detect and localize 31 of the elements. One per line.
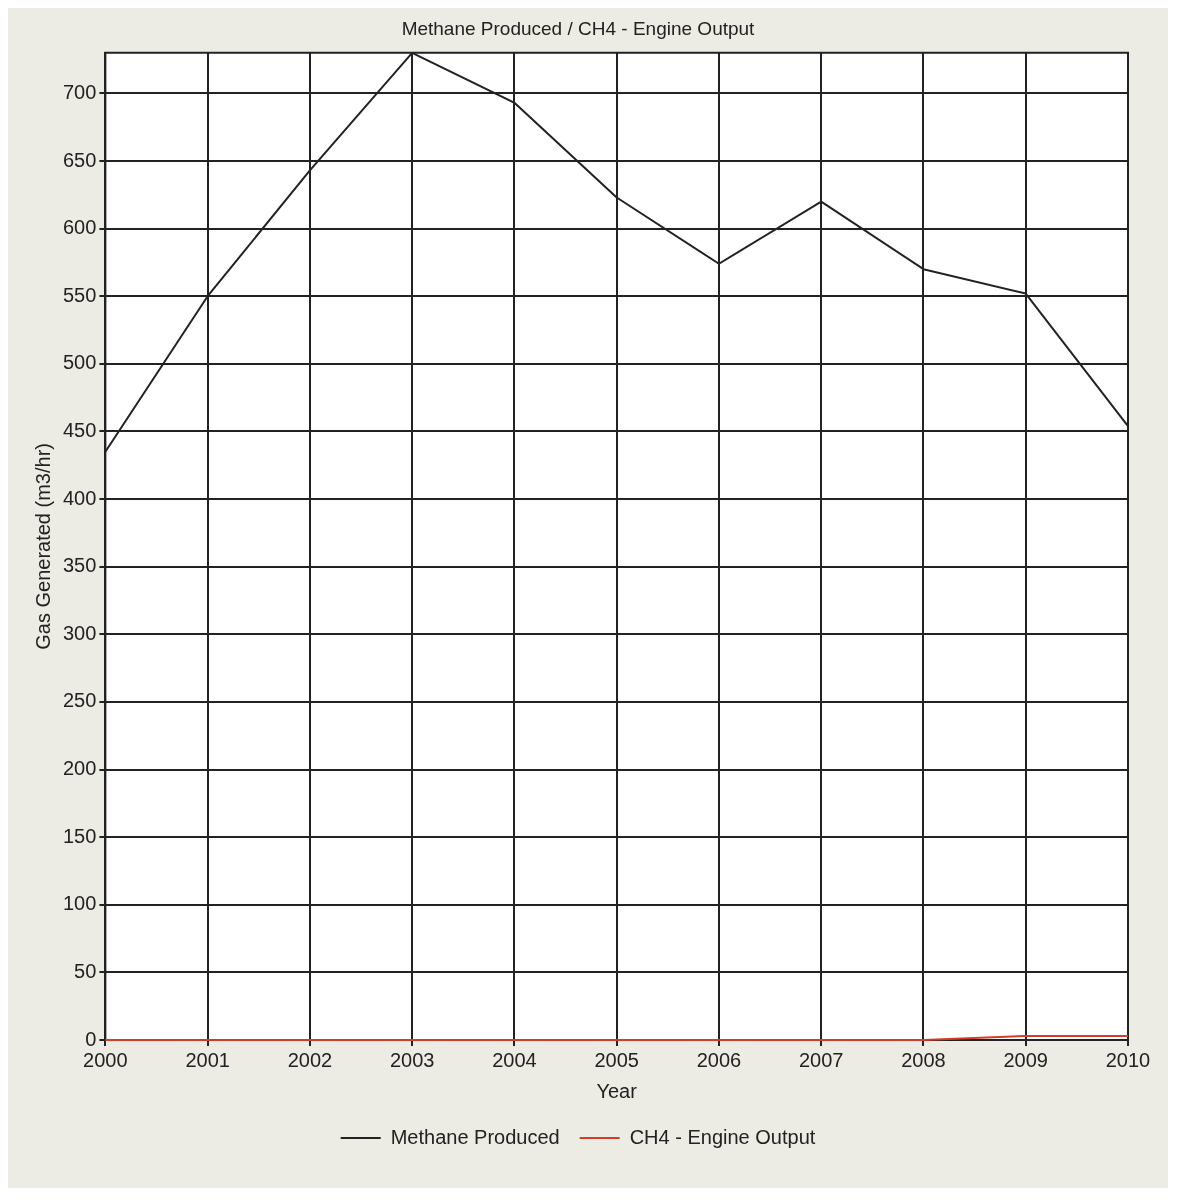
y-tick-label: 500 xyxy=(62,351,97,374)
legend-label: CH4 - Engine Output xyxy=(629,1125,816,1148)
y-tick-label: 550 xyxy=(62,283,97,306)
y-tick-label: 700 xyxy=(62,80,97,103)
x-axis-title: Year xyxy=(596,1079,638,1102)
y-tick-label: 600 xyxy=(62,216,97,239)
y-tick-label: 400 xyxy=(62,486,97,509)
y-tick-label: 450 xyxy=(62,418,97,441)
y-tick-label: 50 xyxy=(74,959,97,982)
y-axis-title: Gas Generated (m3/hr) xyxy=(31,443,54,650)
x-tick-label: 2003 xyxy=(389,1048,435,1071)
y-tick-label: 300 xyxy=(62,621,97,644)
legend-label: Methane Produced xyxy=(390,1125,560,1148)
x-tick-label: 2002 xyxy=(287,1048,333,1071)
y-tick-label: 0 xyxy=(85,1027,97,1050)
x-tick-label: 2001 xyxy=(185,1048,230,1071)
chart-title: Methane Produced / CH4 - Engine Output xyxy=(401,17,756,39)
x-tick-label: 2010 xyxy=(1105,1048,1151,1071)
x-tick-label: 2005 xyxy=(594,1048,639,1071)
x-tick-label: 2008 xyxy=(901,1048,946,1071)
y-tick-label: 150 xyxy=(62,824,97,847)
y-tick-label: 100 xyxy=(62,892,97,915)
x-tick-label: 2006 xyxy=(696,1048,742,1071)
x-tick-label: 2000 xyxy=(83,1048,128,1071)
x-tick-label: 2004 xyxy=(492,1048,537,1071)
x-tick-label: 2009 xyxy=(1003,1048,1048,1071)
x-tick-label: 2007 xyxy=(798,1048,844,1071)
y-tick-label: 350 xyxy=(62,554,97,577)
y-tick-label: 200 xyxy=(62,757,97,780)
y-tick-label: 650 xyxy=(62,148,97,171)
y-tick-label: 250 xyxy=(62,689,97,712)
